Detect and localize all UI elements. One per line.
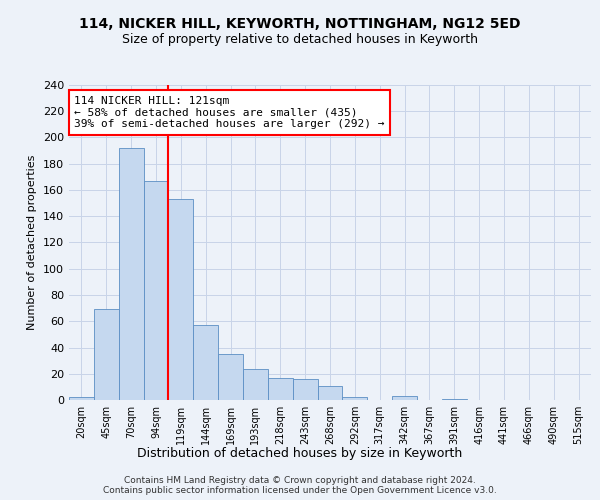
Text: Contains HM Land Registry data © Crown copyright and database right 2024.
Contai: Contains HM Land Registry data © Crown c…	[103, 476, 497, 495]
Text: 114, NICKER HILL, KEYWORTH, NOTTINGHAM, NG12 5ED: 114, NICKER HILL, KEYWORTH, NOTTINGHAM, …	[79, 18, 521, 32]
Y-axis label: Number of detached properties: Number of detached properties	[28, 155, 37, 330]
Bar	[169, 199, 193, 400]
Bar	[143, 181, 169, 400]
Bar	[94, 310, 119, 400]
Text: Size of property relative to detached houses in Keyworth: Size of property relative to detached ho…	[122, 32, 478, 46]
Bar	[243, 368, 268, 400]
Bar	[293, 379, 317, 400]
Bar	[193, 325, 218, 400]
Bar	[317, 386, 343, 400]
Bar	[119, 148, 143, 400]
Bar	[442, 398, 467, 400]
Text: 114 NICKER HILL: 121sqm
← 58% of detached houses are smaller (435)
39% of semi-d: 114 NICKER HILL: 121sqm ← 58% of detache…	[74, 96, 385, 129]
Bar	[392, 396, 417, 400]
Bar	[69, 398, 94, 400]
Text: Distribution of detached houses by size in Keyworth: Distribution of detached houses by size …	[137, 448, 463, 460]
Bar	[268, 378, 293, 400]
Bar	[343, 398, 367, 400]
Bar	[218, 354, 243, 400]
